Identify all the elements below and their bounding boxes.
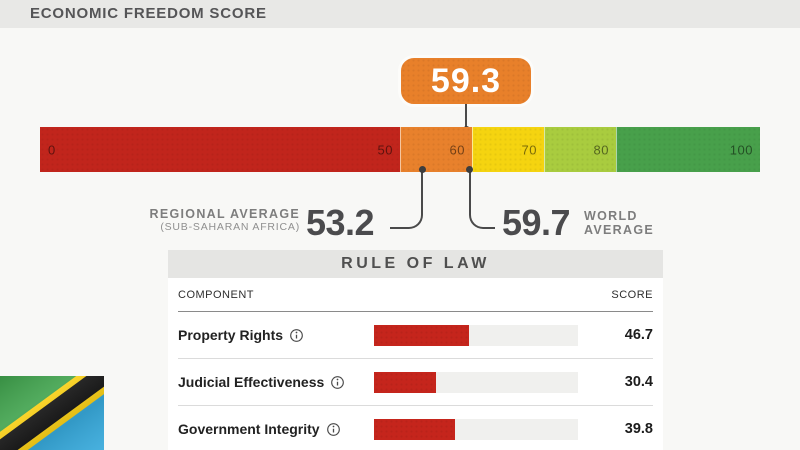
scale-tick-70: 70: [521, 142, 537, 157]
score-scale-bar: 0 50 60 70 80 100: [40, 127, 760, 172]
scale-segment-80-100: 100: [616, 127, 760, 172]
score-pointer-line: [465, 104, 467, 128]
regional-average-connector: [390, 172, 423, 229]
scale-tick-50: 50: [377, 142, 393, 157]
table-row: Judicial Effectiveness 30.4: [178, 358, 653, 405]
info-icon[interactable]: [326, 422, 341, 437]
scale-tick-100: 100: [729, 142, 753, 157]
scale-segment-50-60: 60: [400, 127, 472, 172]
component-score: 30.4: [624, 374, 653, 390]
score-bar-track: [374, 324, 578, 346]
score-bar-track: [374, 418, 578, 440]
regional-average-marker-dot: [419, 166, 426, 173]
component-score: 39.8: [624, 421, 653, 437]
world-average-label-block: WORLD AVERAGE: [584, 209, 654, 237]
table-title: RULE OF LAW: [341, 255, 490, 272]
scale-segment-0-50: 0 50: [40, 127, 400, 172]
regional-average-label-block: REGIONAL AVERAGE (SUB-SAHARAN AFRICA): [40, 207, 300, 234]
column-header-score: SCORE: [611, 288, 653, 301]
column-header-component: COMPONENT: [178, 288, 254, 301]
page-title: ECONOMIC FREEDOM SCORE: [30, 5, 267, 22]
table-title-bar: RULE OF LAW: [168, 250, 663, 278]
regional-average-label: REGIONAL AVERAGE: [149, 207, 300, 221]
score-value: 59.3: [430, 61, 502, 100]
component-label: Judicial Effectiveness: [178, 374, 325, 390]
tanzania-flag: [0, 356, 122, 450]
world-average-label-line1: WORLD: [584, 209, 638, 223]
table-row: Government Integrity 39.8: [178, 405, 653, 450]
score-bar-fill: [374, 324, 470, 346]
component-score: 46.7: [624, 327, 653, 343]
world-average-marker-dot: [466, 166, 473, 173]
score-bar-track: [374, 371, 578, 393]
score-badge: 59.3: [398, 55, 534, 107]
score-bar-fill: [374, 418, 456, 440]
info-icon[interactable]: [289, 328, 304, 343]
regional-average-sublabel: (SUB-SAHARAN AFRICA): [160, 221, 300, 233]
scale-tick-80: 80: [593, 142, 609, 157]
info-icon[interactable]: [330, 375, 345, 390]
score-bar-fill: [374, 371, 437, 393]
world-average-value: 59.7: [502, 202, 571, 243]
regional-average-value: 53.2: [306, 202, 375, 243]
world-average-label-line2: AVERAGE: [584, 223, 654, 237]
scale-segment-60-70: 70: [472, 127, 544, 172]
scale-tick-60: 60: [449, 142, 465, 157]
scale-segment-70-80: 80: [544, 127, 616, 172]
scale-tick-0: 0: [48, 142, 56, 157]
header-strip: ECONOMIC FREEDOM SCORE: [0, 0, 800, 28]
table-body: COMPONENT SCORE Property Rights 46.7: [168, 278, 663, 450]
world-average-connector: [469, 172, 495, 229]
table-column-headers: COMPONENT SCORE: [178, 278, 653, 312]
component-label: Property Rights: [178, 327, 284, 343]
rule-of-law-table: RULE OF LAW COMPONENT SCORE Property Rig…: [168, 250, 663, 450]
component-label: Government Integrity: [178, 421, 320, 437]
table-row: Property Rights 46.7: [178, 312, 653, 358]
